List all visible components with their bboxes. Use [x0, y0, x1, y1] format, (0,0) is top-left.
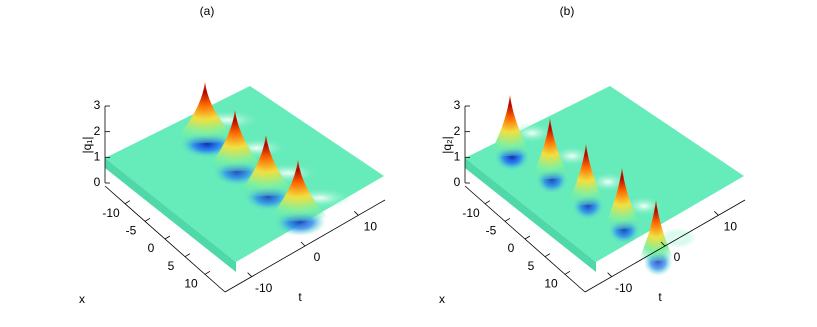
x-tick	[204, 270, 211, 275]
surface-peak	[171, 82, 239, 144]
z-axis-label: |q₂|	[440, 136, 454, 154]
surface-edge	[465, 158, 596, 272]
surface-peak	[205, 110, 265, 172]
x-axis-label: x	[439, 292, 445, 306]
x-axis-label: x	[79, 292, 85, 306]
y-tick	[607, 272, 612, 277]
surface-peak	[566, 144, 606, 206]
x-tick-label: 0	[508, 241, 515, 255]
z-axis-label: |q₁|	[80, 137, 94, 154]
z-tick-label: 2	[94, 124, 101, 138]
panel-title: (b)	[560, 4, 575, 18]
x-tick	[164, 235, 171, 240]
x-tick	[504, 217, 511, 222]
panel-title: (a)	[200, 4, 215, 18]
surface-highlight	[624, 196, 664, 216]
x-tick	[184, 253, 191, 258]
x-tick-label: 10	[184, 277, 198, 291]
y-tick-label: 0	[674, 250, 681, 264]
x-tick	[564, 270, 571, 275]
x-tick	[124, 200, 131, 205]
x-tick-label: -10	[462, 206, 480, 220]
z-tick-label: 1	[454, 150, 461, 164]
y-tick-label: -10	[615, 281, 633, 295]
surface-peak	[236, 135, 296, 197]
y-tick	[714, 211, 719, 216]
y-tick	[660, 241, 666, 247]
y-tick-label: 0	[314, 250, 321, 264]
x-tick-label: -10	[102, 206, 120, 220]
surface-highlight	[588, 172, 628, 192]
x-tick	[144, 217, 151, 222]
x-tick-label: 0	[148, 241, 155, 255]
y-axis-label: t	[658, 290, 662, 304]
x-tick-label: -5	[126, 224, 137, 238]
y-tick-label: -10	[255, 281, 273, 295]
y-tick	[354, 211, 359, 216]
y-tick	[247, 272, 252, 277]
surface-highlight	[552, 146, 592, 166]
x-tick	[524, 235, 531, 240]
y-tick	[300, 241, 306, 247]
surface-peak	[266, 160, 330, 222]
x-tick-label: -5	[486, 224, 497, 238]
y-tick-label: 10	[364, 220, 378, 234]
z-tick-label: 3	[454, 98, 461, 112]
y-axis-label: t	[298, 290, 302, 304]
surface-peak	[488, 95, 532, 157]
surface-peak	[602, 168, 642, 230]
x-tick-label: 10	[544, 277, 558, 291]
z-tick-label: 3	[94, 98, 101, 112]
y-tick-label: 10	[724, 220, 738, 234]
x-tick	[484, 200, 491, 205]
surface-peak	[530, 118, 570, 180]
x-tick	[544, 253, 551, 258]
x-tick-label: 5	[168, 259, 175, 273]
z-tick-label: 1	[94, 150, 101, 164]
z-tick-label: 2	[454, 124, 461, 138]
z-tick-label: 0	[454, 175, 461, 189]
surface-edge	[105, 158, 236, 272]
surface-peak	[638, 200, 674, 262]
x-tick-label: 5	[528, 259, 535, 273]
z-tick-label: 0	[94, 175, 101, 189]
